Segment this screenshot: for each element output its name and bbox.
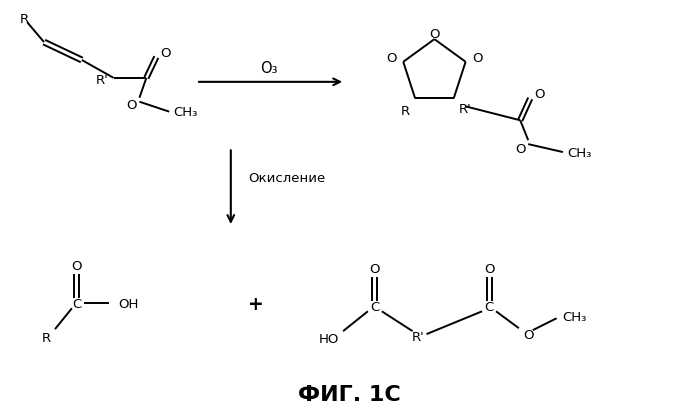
Text: Окисление: Окисление [248, 171, 326, 184]
Text: C: C [370, 300, 380, 313]
Text: O: O [386, 52, 396, 65]
Text: O: O [429, 28, 440, 40]
Text: CH₃: CH₃ [173, 106, 198, 119]
Text: +: + [248, 294, 264, 313]
Text: O: O [72, 259, 82, 273]
Text: O: O [484, 262, 494, 275]
Text: O: O [369, 262, 380, 275]
Text: O: O [473, 52, 483, 65]
Text: O: O [161, 46, 171, 59]
Text: O: O [126, 99, 136, 112]
Text: R: R [42, 331, 51, 344]
Text: ФИГ. 1C: ФИГ. 1C [297, 384, 401, 404]
Text: R': R' [459, 102, 471, 116]
Text: CH₃: CH₃ [567, 146, 591, 159]
Text: O: O [534, 88, 544, 101]
Text: C: C [484, 300, 493, 313]
Text: R': R' [96, 74, 109, 87]
Text: OH: OH [119, 297, 139, 310]
Text: C: C [72, 297, 82, 310]
Text: R: R [20, 13, 29, 26]
Text: O: O [523, 328, 533, 341]
Text: CH₃: CH₃ [563, 310, 587, 323]
Text: O₃: O₃ [260, 61, 277, 76]
Text: R': R' [412, 330, 425, 343]
Text: HO: HO [319, 332, 339, 345]
Text: R: R [401, 104, 410, 118]
Text: O: O [516, 142, 526, 155]
